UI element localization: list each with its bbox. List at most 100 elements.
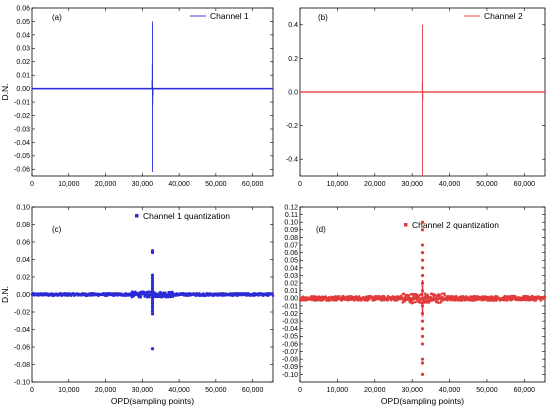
scatter-noise-point xyxy=(413,300,417,304)
y-tick-label: 0.08 xyxy=(16,222,30,229)
scatter-noise-point xyxy=(440,300,443,303)
y-tick-label: -0.04 xyxy=(14,140,30,147)
y-tick-label: -0.02 xyxy=(14,309,30,316)
scatter-noise-point xyxy=(534,299,538,302)
scatter-noise-point xyxy=(505,299,509,302)
scatter-noise-point xyxy=(441,292,444,295)
x-tick-label: 50,000 xyxy=(476,387,498,394)
scatter-point xyxy=(150,296,155,300)
x-tick-label: 60,000 xyxy=(514,387,536,394)
y-tick-label: 0.08 xyxy=(284,235,298,242)
y-tick-label: 0.09 xyxy=(284,227,298,234)
legend-label: Channel 1 xyxy=(210,11,249,21)
scatter-noise-point xyxy=(148,295,151,299)
scatter-point xyxy=(150,306,155,311)
x-tick-label: 20,000 xyxy=(364,181,386,188)
y-tick-label: -0.06 xyxy=(14,167,30,174)
y-tick-label: -0.08 xyxy=(14,362,30,369)
chart-panel-2: -0.4 -0.2 0.0 0.2 0.4 0 10,000 20,000 30,000 40,0… xyxy=(286,7,546,188)
y-tick-label: -0.02 xyxy=(14,113,30,120)
y-tick-label: -0.06 xyxy=(14,344,30,351)
scatter-noise-point xyxy=(436,299,439,302)
scatter-point xyxy=(150,301,155,305)
y-tick-label: -0.03 xyxy=(14,126,30,133)
y-tick-label: -0.08 xyxy=(282,357,298,364)
scatter-noise-point xyxy=(171,290,174,294)
legend-label: Channel 1 quantization xyxy=(143,211,230,221)
scatter-point xyxy=(420,311,425,316)
y-tick-label: 0.03 xyxy=(16,46,30,53)
panel-label: (b) xyxy=(318,13,328,22)
x-tick-label: 60,000 xyxy=(514,181,536,188)
x-tick-label: 30,000 xyxy=(132,181,154,188)
y-tick-label: -0.05 xyxy=(282,334,298,341)
scatter-noise-point xyxy=(437,301,440,305)
legend-label: Channel 2 quantization xyxy=(412,220,499,230)
y-tick-label: -0.2 xyxy=(286,123,298,130)
x-tick-label: 0 xyxy=(30,181,34,188)
scatter-point xyxy=(420,228,425,232)
scatter-noise-point xyxy=(450,294,453,298)
y-tick-label: -0.02 xyxy=(282,311,298,318)
x-tick-label: 60,000 xyxy=(242,181,264,188)
x-tick-label: 30,000 xyxy=(132,387,154,394)
scatter-point xyxy=(420,342,425,346)
y-tick-label: 0.06 xyxy=(16,5,30,12)
x-tick-label: 30,000 xyxy=(401,181,423,188)
y-tick-label: 0.02 xyxy=(284,280,298,287)
scatter-point xyxy=(150,278,155,283)
y-tick-label: 0.00 xyxy=(16,292,30,299)
y-tick-label: 0.06 xyxy=(16,239,30,246)
y-tick-label: -0.01 xyxy=(14,99,30,106)
chart-panel-4: -0.10-0.09-0.08-0.07-0.06-0.05-0.04-0.03… xyxy=(282,204,547,406)
plot-frame xyxy=(31,7,274,177)
chart-panel-3: -0.10 -0.08 -0.06 -0.04 -0.02 0.00 0.02 0.04 0.0… xyxy=(0,204,275,406)
scatter-noise-point xyxy=(495,299,498,302)
scatter-point xyxy=(420,304,425,308)
scatter-point xyxy=(420,372,425,376)
scatter-noise-point xyxy=(417,295,420,298)
x-tick-label: 30,000 xyxy=(401,387,423,394)
scatter-point xyxy=(420,273,425,278)
y-tick-label: 0.07 xyxy=(284,242,298,249)
scatter-noise-point xyxy=(493,295,497,298)
scatter-point xyxy=(150,347,155,351)
scatter-noise-point xyxy=(424,299,428,302)
scatter-noise-point xyxy=(438,293,442,296)
y-tick-label: 0.04 xyxy=(16,257,30,264)
x-tick-label: 60,000 xyxy=(242,387,264,394)
scatter-point xyxy=(150,289,155,293)
x-tick-label: 10,000 xyxy=(327,387,349,394)
x-axis-label: OPD(sampling points) xyxy=(381,396,464,406)
scatter-point xyxy=(150,304,155,308)
scatter-point xyxy=(420,327,425,331)
x-tick-label: 40,000 xyxy=(168,181,190,188)
y-tick-label: 0.05 xyxy=(284,258,298,265)
legend-swatch xyxy=(135,214,139,218)
scatter-noise-point xyxy=(459,299,462,302)
scatter-noise-point xyxy=(539,298,543,302)
legend-label: Channel 2 xyxy=(484,11,523,21)
y-tick-label: 0.04 xyxy=(16,32,30,39)
scatter-point xyxy=(420,334,425,338)
scatter-point xyxy=(150,286,155,290)
scatter-noise-point xyxy=(411,301,415,305)
scatter-point xyxy=(420,220,425,224)
scatter-noise-point xyxy=(353,299,356,302)
scatter-point xyxy=(150,273,155,277)
y-tick-label: 0.0 xyxy=(288,89,298,96)
panel-label: (c) xyxy=(52,225,62,234)
y-tick-label: 0.02 xyxy=(16,274,30,281)
panel-label: (a) xyxy=(52,13,62,22)
scatter-point xyxy=(150,250,155,255)
x-tick-label: 0 xyxy=(298,387,302,394)
y-tick-label: 0.10 xyxy=(16,204,30,211)
y-tick-label: 0.4 xyxy=(288,22,298,29)
scatter-noise-point xyxy=(402,292,406,296)
scatter-point xyxy=(420,289,425,293)
x-tick-label: 10,000 xyxy=(327,181,349,188)
scatter-point xyxy=(420,258,425,262)
x-tick-label: 20,000 xyxy=(364,387,386,394)
scatter-point xyxy=(150,312,155,316)
y-tick-label: -0.07 xyxy=(282,349,298,356)
